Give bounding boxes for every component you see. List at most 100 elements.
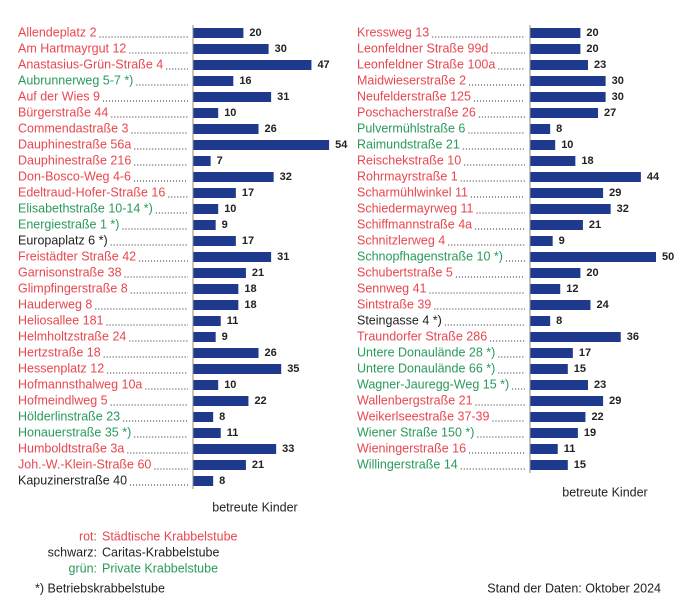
bar bbox=[530, 124, 551, 134]
category-label: Europaplatz 6 *) bbox=[18, 233, 108, 247]
category-label: Humboldtstraße 3a bbox=[18, 441, 124, 455]
value-label: 17 bbox=[579, 347, 591, 359]
legend-label: Caritas-Krabbelstube bbox=[102, 545, 219, 559]
bar bbox=[193, 284, 239, 294]
value-label: 11 bbox=[227, 315, 239, 327]
value-label: 11 bbox=[227, 427, 239, 439]
value-label: 32 bbox=[280, 171, 292, 183]
category-label: Don-Bosco-Weg 4-6 bbox=[18, 169, 131, 183]
value-label: 32 bbox=[617, 203, 629, 215]
bar bbox=[530, 332, 621, 342]
category-label: Wagner-Jauregg-Weg 15 *) bbox=[357, 377, 509, 391]
category-label: Aubrunnerweg 5-7 *) bbox=[18, 73, 133, 87]
bar bbox=[530, 140, 556, 150]
bar bbox=[193, 412, 214, 422]
bar bbox=[193, 444, 277, 454]
value-label: 21 bbox=[589, 219, 601, 231]
bar bbox=[193, 364, 282, 374]
value-label: 36 bbox=[627, 331, 639, 343]
category-label: Commendastraße 3 bbox=[18, 121, 129, 135]
category-label: Dauphinestraße 216 bbox=[18, 153, 131, 167]
bar bbox=[530, 412, 586, 422]
bar bbox=[530, 220, 583, 230]
bar bbox=[193, 156, 211, 166]
category-label: Traundorfer Straße 286 bbox=[357, 329, 487, 343]
category-label: Raimundstraße 21 bbox=[357, 137, 460, 151]
category-label: Anastasius-Grün-Straße 4 bbox=[18, 57, 163, 71]
bar bbox=[530, 28, 581, 38]
value-label: 54 bbox=[335, 139, 348, 151]
value-label: 10 bbox=[224, 379, 236, 391]
bar bbox=[193, 124, 259, 134]
category-label: Schiedermayrweg 11 bbox=[357, 201, 474, 215]
category-label: Maidwieserstraße 2 bbox=[357, 73, 466, 87]
category-label: Weikerlseestraße 37-39 bbox=[357, 409, 490, 423]
category-label: Energiestraße 1 *) bbox=[18, 217, 119, 231]
bar bbox=[530, 348, 573, 358]
value-label: 17 bbox=[242, 187, 254, 199]
bar bbox=[193, 428, 221, 438]
footnote: *) Betriebskrabbelstube bbox=[35, 581, 165, 595]
bar bbox=[193, 204, 219, 214]
bar bbox=[193, 92, 272, 102]
value-label: 27 bbox=[604, 107, 616, 119]
bar bbox=[530, 284, 561, 294]
category-label: Auf der Wies 9 bbox=[18, 89, 100, 103]
category-label: Kressweg 13 bbox=[357, 25, 429, 39]
category-label: Pulvermühlstraße 6 bbox=[357, 121, 465, 135]
legend-key: rot: bbox=[79, 529, 97, 543]
category-label: Untere Donaulände 28 *) bbox=[357, 345, 495, 359]
bar bbox=[193, 76, 234, 86]
value-label: 15 bbox=[574, 459, 586, 471]
category-label: Bürgerstraße 44 bbox=[18, 105, 108, 119]
value-label: 19 bbox=[584, 427, 596, 439]
category-label: Edeltraud-Hofer-Straße 16 bbox=[18, 185, 165, 199]
bar bbox=[530, 204, 611, 214]
category-label: Hölderlinstraße 23 bbox=[18, 409, 120, 423]
value-label: 20 bbox=[586, 267, 598, 279]
legend-key: grün: bbox=[69, 561, 98, 575]
bar bbox=[193, 316, 221, 326]
value-label: 18 bbox=[244, 283, 256, 295]
bar bbox=[530, 236, 553, 246]
category-label: Elisabethstraße 10-14 *) bbox=[18, 201, 153, 215]
value-label: 18 bbox=[581, 155, 593, 167]
bar bbox=[530, 364, 568, 374]
bar bbox=[193, 476, 214, 486]
bar bbox=[530, 172, 641, 182]
category-label: Kapuzinerstraße 40 bbox=[18, 473, 127, 487]
category-label: Poschacherstraße 26 bbox=[357, 105, 476, 119]
bar bbox=[193, 60, 312, 70]
bar bbox=[193, 300, 239, 310]
category-label: Joh.-W.-Klein-Straße 60 bbox=[18, 457, 151, 471]
value-label: 24 bbox=[596, 299, 609, 311]
category-label: Schnopfhagenstraße 10 *) bbox=[357, 249, 503, 263]
bar bbox=[530, 76, 606, 86]
category-label: Dauphinestraße 56a bbox=[18, 137, 131, 151]
value-label: 15 bbox=[574, 363, 586, 375]
value-label: 20 bbox=[586, 27, 598, 39]
category-label: Hertzstraße 18 bbox=[18, 345, 101, 359]
value-label: 23 bbox=[594, 379, 606, 391]
category-label: Neufelderstraße 125 bbox=[357, 89, 471, 103]
value-label: 8 bbox=[556, 315, 562, 327]
bar bbox=[193, 172, 274, 182]
value-label: 23 bbox=[594, 59, 606, 71]
category-label: Glimpfingerstraße 8 bbox=[18, 281, 128, 295]
value-label: 9 bbox=[559, 235, 565, 247]
source: Stand der Daten: Oktober 2024 bbox=[487, 581, 661, 595]
value-label: 29 bbox=[609, 395, 621, 407]
value-label: 22 bbox=[254, 395, 266, 407]
category-label: Freistädter Straße 42 bbox=[18, 249, 136, 263]
category-label: Hessenplatz 12 bbox=[18, 361, 104, 375]
value-label: 7 bbox=[217, 155, 223, 167]
value-label: 8 bbox=[219, 475, 225, 487]
bar bbox=[530, 444, 558, 454]
value-label: 12 bbox=[566, 283, 578, 295]
value-label: 9 bbox=[222, 331, 228, 343]
category-label: Helmholtzstraße 24 bbox=[18, 329, 126, 343]
value-label: 20 bbox=[586, 43, 598, 55]
category-label: Schnitzlerweg 4 bbox=[357, 233, 445, 247]
category-label: Hofmeindlweg 5 bbox=[18, 393, 108, 407]
bar bbox=[193, 380, 219, 390]
